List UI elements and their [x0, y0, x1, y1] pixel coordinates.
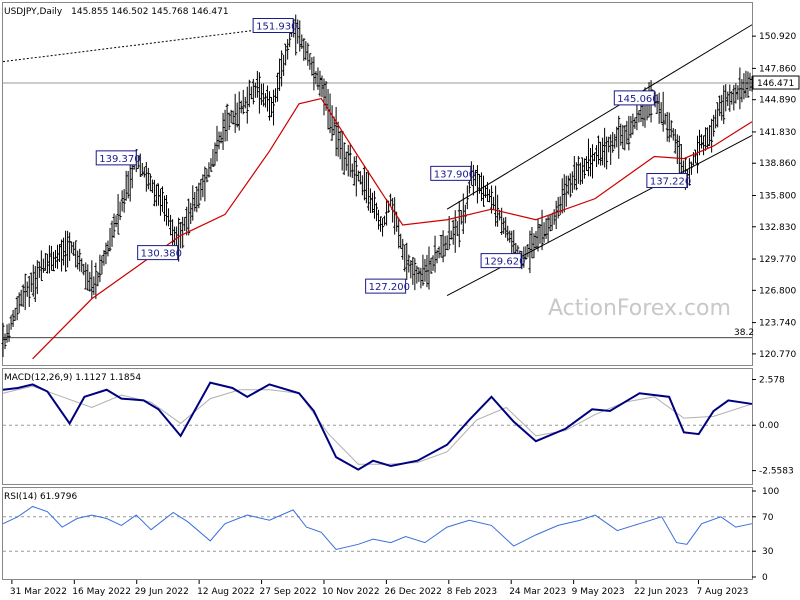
- price-grid: 146.471 38.2: [3, 75, 800, 339]
- price-annotation-box: [613, 90, 655, 106]
- rsi-lines: 100 70 30 0: [2, 487, 779, 583]
- price-annotation-label: 130.380: [141, 249, 182, 260]
- price-tick-label: 147.860: [759, 64, 796, 74]
- price-panel: [2, 2, 753, 366]
- price-tick-label: 126.800: [759, 286, 796, 296]
- price-annotation-label: 137.900: [434, 169, 475, 180]
- rsi-tick-label: 70: [762, 513, 774, 523]
- rsi-panel: [2, 487, 753, 580]
- price-annotation-box: [430, 165, 472, 181]
- price-annotation-label: 129.620: [484, 257, 525, 268]
- rsi-header: RSI(14) 61.9796: [4, 492, 77, 502]
- price-annotation-box: [137, 245, 179, 261]
- x-tick-label: 10 Nov 2022: [322, 587, 380, 597]
- price-tick-label: 138.860: [759, 159, 796, 169]
- price-tick-label: 135.800: [759, 191, 796, 201]
- x-tick-label: 9 May 2023: [572, 587, 625, 597]
- price-tick-label: 141.830: [759, 128, 796, 138]
- rsi-line: [2, 505, 753, 551]
- macd-lines: 2.578 0.00 -2.5583: [2, 375, 794, 477]
- x-tick-label: 31 Mar 2022: [10, 587, 67, 597]
- price-tick-label: 132.830: [759, 223, 796, 233]
- x-tick-label: 26 Dec 2022: [384, 587, 442, 597]
- price-annotation-box: [646, 173, 688, 189]
- price-header: USDJPY,Daily 145.855 146.502 145.768 146…: [4, 7, 229, 17]
- price-annotation-label: 145.060: [617, 94, 658, 105]
- x-tick-label: 12 Aug 2022: [197, 587, 255, 597]
- price-annotation-box: [252, 17, 294, 33]
- x-tick-label: 22 Jun 2023: [634, 587, 688, 597]
- price-tick-label: 129.770: [759, 255, 796, 265]
- macd-tick-label: -2.5583: [759, 467, 794, 477]
- last-price-badge: [752, 75, 800, 90]
- channel-lower-line: [446, 134, 753, 297]
- x-axis: 31 Mar 2022 16 May 2022 29 Jun 2022 12 Aug …: [10, 580, 748, 597]
- symbol-period: USDJPY,Daily: [4, 7, 63, 17]
- x-tick-label: 29 Jun 2022: [135, 587, 189, 597]
- price-annotation-label: 151.930: [256, 21, 297, 32]
- moving-average: [32, 97, 753, 360]
- x-tick-label: 7 Aug 2023: [696, 587, 748, 597]
- price-annotation-box: [95, 150, 137, 166]
- price-tick-label: 120.770: [759, 350, 796, 360]
- macd-tick-label: 0.00: [759, 421, 779, 431]
- price-annotations: 151.930 139.370 130.380 127.200 137.900 129.6…: [95, 17, 691, 294]
- x-tick-label: 8 Feb 2023: [447, 587, 497, 597]
- ohlc-values: 145.855 146.502 145.768 146.471: [71, 7, 228, 17]
- rsi-tick-label: 0: [762, 573, 768, 583]
- trend-lines: [2, 24, 753, 297]
- rsi-tick-label: 100: [762, 487, 779, 497]
- channel-upper-line: [446, 24, 753, 210]
- price-annotation-label: 127.200: [369, 282, 410, 293]
- price-tick-label: 123.740: [759, 319, 796, 329]
- price-tick-label: 144.890: [759, 96, 796, 106]
- price-annotation-label: 139.370: [99, 154, 140, 165]
- x-tick-label: 16 May 2022: [72, 587, 131, 597]
- last-price-label: 146.471: [757, 79, 794, 89]
- price-axis: 150.920 147.860 144.890 141.830 138.860 135.8…: [752, 32, 796, 360]
- rsi-tick-label: 30: [762, 547, 774, 557]
- x-tick-label: 27 Sep 2022: [260, 587, 317, 597]
- dotted-trendline: [2, 24, 294, 63]
- ma-line: [32, 97, 753, 360]
- fib-382-label: 38.2: [734, 328, 754, 338]
- x-tick-label: 24 Mar 2023: [509, 587, 566, 597]
- macd-header: MACD(12,26,9) 1.1127 1.1854: [4, 373, 141, 383]
- macd-panel: [2, 368, 753, 485]
- price-annotation-box: [480, 253, 522, 269]
- price-tick-label: 150.920: [759, 32, 796, 42]
- macd-line: [2, 381, 753, 471]
- macd-tick-label: 2.578: [759, 375, 785, 385]
- watermark: ActionForex.com: [548, 296, 731, 321]
- price-annotation-box: [365, 278, 407, 294]
- price-annotation-label: 137.220: [650, 177, 691, 188]
